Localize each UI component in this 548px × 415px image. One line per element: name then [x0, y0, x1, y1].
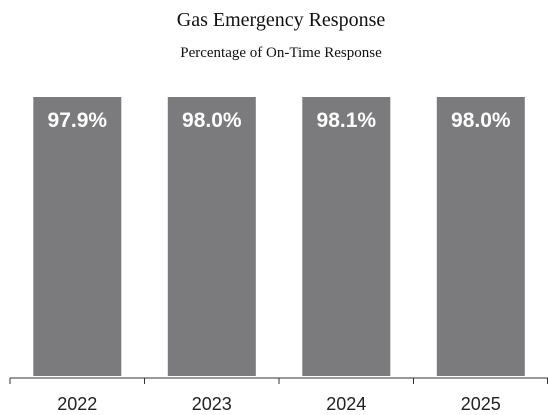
x-tick-label: 2022 — [57, 394, 97, 414]
x-tick-label: 2025 — [461, 394, 501, 414]
chart-subtitle: Percentage of On-Time Response — [180, 45, 382, 61]
bar-group: 97.9% 98.0% 98.1% 98.0% — [33, 97, 525, 376]
chart-title: Gas Emergency Response — [177, 9, 386, 31]
x-axis: 2022 2023 2024 2025 — [9, 377, 548, 414]
x-tick-label: 2023 — [192, 394, 232, 414]
bar-value-label: 98.0% — [451, 109, 511, 132]
bar-value-label: 98.0% — [182, 109, 242, 132]
bar-2024 — [302, 97, 391, 376]
bar-value-label: 97.9% — [48, 109, 108, 132]
x-tick-label: 2024 — [326, 394, 366, 414]
bar-value-label: 98.1% — [317, 109, 377, 132]
bar-2022 — [33, 97, 122, 376]
bar-2025 — [436, 97, 525, 376]
bar-2023 — [167, 97, 256, 376]
